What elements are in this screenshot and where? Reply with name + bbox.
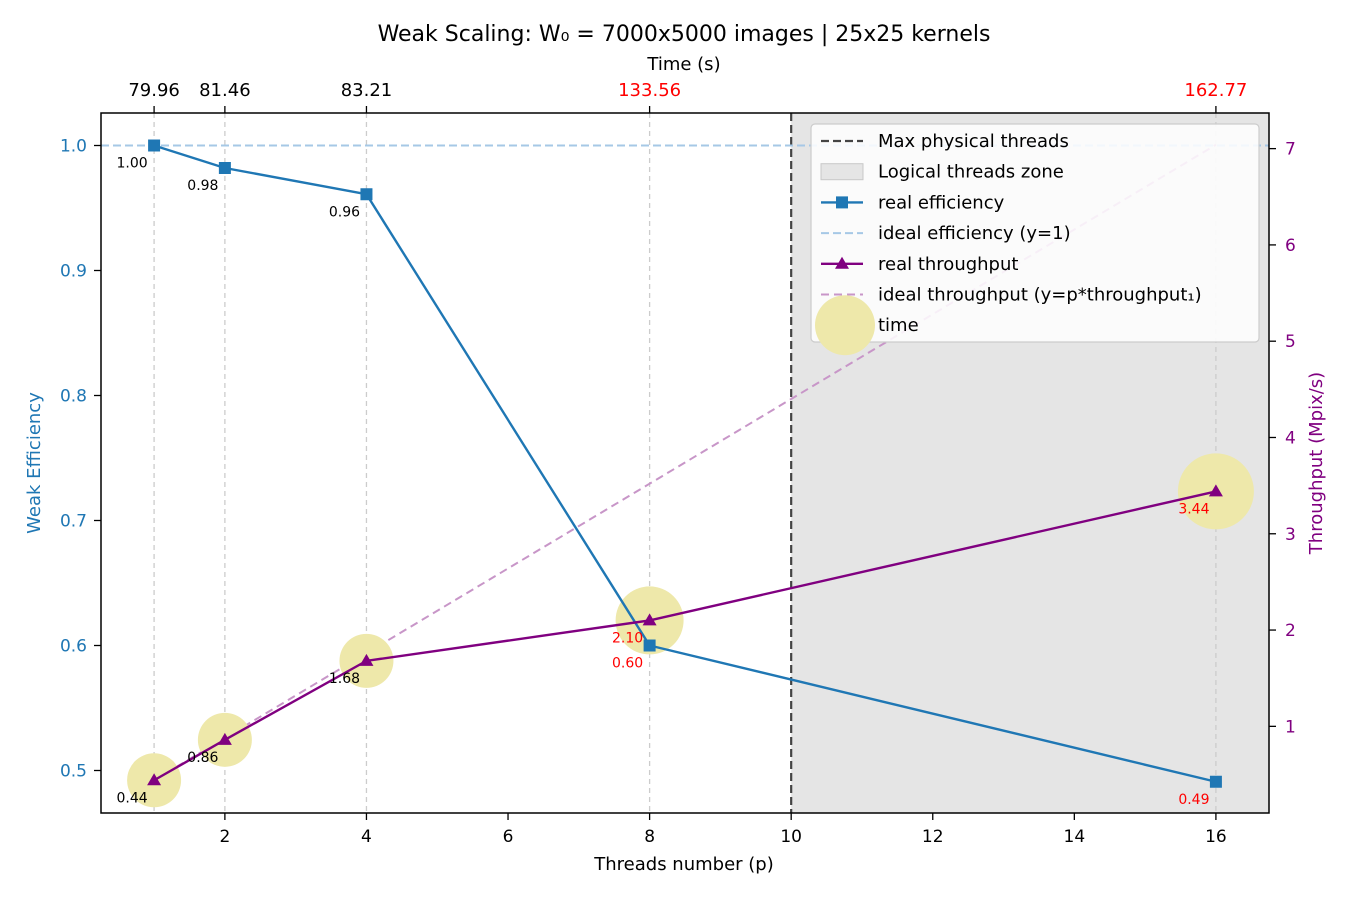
throughput-value-label: 0.86 bbox=[187, 750, 218, 766]
legend-label: time bbox=[878, 315, 919, 336]
efficiency-point bbox=[360, 188, 373, 201]
throughput-value-label: 1.68 bbox=[329, 671, 360, 687]
y-left-tick-label: 0.9 bbox=[60, 262, 87, 282]
legend-label: ideal efficiency (y=1) bbox=[878, 223, 1071, 244]
y-left-tick-label: 0.7 bbox=[60, 512, 87, 532]
throughput-value-label: 2.10 bbox=[612, 630, 643, 646]
x-tick-label: 16 bbox=[1205, 827, 1227, 847]
top-time-label: 133.56 bbox=[618, 80, 681, 101]
top-time-label: 79.96 bbox=[128, 80, 180, 101]
throughput-value-label: 3.44 bbox=[1178, 501, 1209, 517]
x-tick-label: 2 bbox=[219, 827, 230, 847]
x-tick-label: 8 bbox=[644, 827, 655, 847]
top-time-label: 162.77 bbox=[1184, 80, 1247, 101]
throughput-point bbox=[147, 773, 162, 786]
chart-title: Weak Scaling: W₀ = 7000x5000 images | 25… bbox=[378, 22, 991, 47]
y-left-tick-label: 0.8 bbox=[60, 387, 87, 407]
y-right-tick-label: 2 bbox=[1285, 621, 1296, 641]
y-right-tick-label: 4 bbox=[1285, 428, 1296, 448]
legend-swatch-logical-zone bbox=[820, 163, 864, 181]
top-axis-label: Time (s) bbox=[646, 54, 720, 75]
x-tick-label: 14 bbox=[1064, 827, 1086, 847]
throughput-value-label: 0.44 bbox=[117, 790, 148, 806]
y-right-tick-label: 7 bbox=[1285, 140, 1296, 160]
x-tick-label: 12 bbox=[922, 827, 944, 847]
legend-label: real efficiency bbox=[878, 192, 1005, 213]
legend-swatch-time bbox=[815, 295, 875, 356]
throughput-point bbox=[359, 653, 374, 666]
top-time-label: 83.21 bbox=[341, 80, 393, 101]
legend-swatch-throughput-marker bbox=[835, 256, 849, 269]
legend-label: Logical threads zone bbox=[878, 162, 1064, 183]
x-tick-label: 4 bbox=[361, 827, 372, 847]
efficiency-point bbox=[218, 162, 231, 174]
top-time-label: 81.46 bbox=[199, 80, 251, 101]
plot-frame bbox=[100, 112, 1270, 814]
y-axis-left-label: Weak Efficiency bbox=[24, 392, 45, 534]
throughput-point bbox=[642, 613, 657, 626]
y-left-tick-label: 0.5 bbox=[60, 762, 87, 782]
y-axis-right-label: Throughput (Mpix/s) bbox=[1306, 372, 1327, 555]
throughput-point bbox=[217, 732, 232, 745]
efficiency-point bbox=[643, 639, 656, 652]
throughput-point bbox=[1208, 484, 1223, 497]
x-tick-label: 10 bbox=[780, 827, 802, 847]
x-axis-label: Threads number (p) bbox=[593, 854, 773, 875]
y-right-tick-label: 3 bbox=[1285, 525, 1296, 545]
y-left-tick-label: 0.6 bbox=[60, 637, 87, 657]
efficiency-value-label: 0.98 bbox=[187, 178, 218, 194]
efficiency-point bbox=[148, 139, 161, 152]
legend-box bbox=[810, 123, 1260, 343]
legend-label: Max physical threads bbox=[878, 131, 1069, 152]
efficiency-value-label: 0.96 bbox=[329, 204, 360, 220]
x-tick-label: 6 bbox=[503, 827, 514, 847]
y-right-tick-label: 1 bbox=[1285, 717, 1296, 737]
efficiency-value-label: 1.00 bbox=[117, 156, 148, 172]
legend-label: real throughput bbox=[878, 254, 1018, 275]
y-right-tick-label: 6 bbox=[1285, 236, 1296, 256]
y-right-tick-label: 5 bbox=[1285, 332, 1296, 352]
efficiency-value-label: 0.49 bbox=[1178, 792, 1209, 808]
efficiency-value-label: 0.60 bbox=[612, 656, 643, 672]
legend-label: ideal throughput (y=p*throughput₁) bbox=[878, 285, 1202, 306]
legend-swatch-efficiency-marker bbox=[836, 196, 848, 209]
y-left-tick-label: 1.0 bbox=[60, 137, 87, 157]
efficiency-point bbox=[1209, 775, 1222, 788]
